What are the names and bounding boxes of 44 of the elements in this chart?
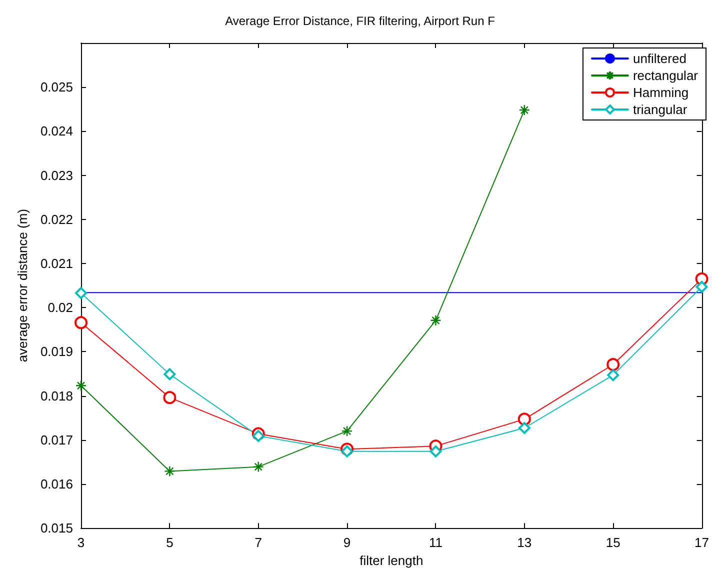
point [163,391,176,404]
x-axis-title: filter length [360,553,424,568]
point [164,368,176,380]
point [252,461,264,472]
point [341,425,353,437]
x-tick-label: 15 [606,535,620,550]
legend-label: Hamming [632,85,689,100]
y-tick-label: 0.023 [40,168,73,183]
y-axis-title: average error distance (m) [15,208,30,362]
point [252,430,264,442]
x-tick-label: 9 [343,535,351,550]
point [75,380,87,392]
point [75,287,87,300]
x-tick-label: 7 [254,535,262,550]
point [430,445,442,458]
y-tick-label: 0.017 [40,432,73,448]
x-tick-label: 11 [428,535,442,550]
point [518,422,530,434]
x-tick-label: 17 [694,535,710,550]
y-tick-label: 0.022 [40,212,73,227]
x-tick-label: 5 [166,535,174,550]
y-tick-label: 0.018 [40,388,73,404]
x-tick-label: 13 [517,535,532,550]
legend-label: unfiltered [632,51,686,66]
point [518,412,531,426]
x-tick-label: 3 [77,535,85,550]
point [696,280,708,293]
point [164,466,176,477]
y-tick-label: 0.015 [40,520,73,536]
y-tick-label: 0.024 [40,124,73,139]
y-tick-label: 0.025 [40,80,73,95]
point [607,369,620,382]
y-tick-label: 0.016 [40,476,73,492]
legend-label: triangular [632,102,688,117]
point [606,358,620,371]
chart-title: Average Error Distance, FIR filtering, Airport Run F [225,14,495,28]
y-tick-label: 0.019 [40,344,73,360]
point [341,445,354,458]
point [518,104,530,116]
point [430,314,442,326]
point [74,316,88,330]
legend-label: rectangular [632,68,699,83]
y-tick-label: 0.02 [48,300,73,316]
y-tick-label: 0.021 [40,256,73,271]
